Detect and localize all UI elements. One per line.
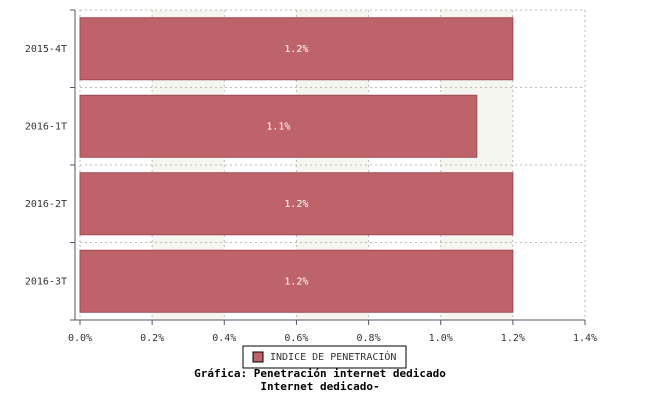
bar xyxy=(79,249,514,313)
legend-swatch xyxy=(252,351,264,363)
value-label: 1.2% xyxy=(284,199,308,210)
value-label: 1.2% xyxy=(284,44,308,55)
bar xyxy=(79,172,514,236)
chart-subtitle: Internet dedicado- xyxy=(260,380,379,393)
x-tick-label: 0.0% xyxy=(68,333,92,344)
bar xyxy=(79,17,514,81)
value-label: 1.2% xyxy=(284,276,308,287)
bar xyxy=(79,94,478,158)
y-tick-label: 2016-3T xyxy=(25,276,67,287)
chart-title: Gráfica: Penetración internet dedicado xyxy=(194,367,446,380)
y-tick-label: 2016-2T xyxy=(25,199,67,210)
x-tick-label: 1.0% xyxy=(429,333,453,344)
x-tick-label: 0.2% xyxy=(140,333,164,344)
x-tick-label: 1.2% xyxy=(501,333,525,344)
x-tick-label: 0.4% xyxy=(212,333,236,344)
value-label: 1.1% xyxy=(266,121,290,132)
x-tick-label: 1.4% xyxy=(573,333,597,344)
x-tick-label: 0.6% xyxy=(284,333,308,344)
y-tick-label: 2015-4T xyxy=(25,44,67,55)
legend-box xyxy=(242,345,407,369)
x-tick-label: 0.8% xyxy=(357,333,381,344)
y-tick-label: 2016-1T xyxy=(25,121,67,132)
legend-label: INDICE DE PENETRACIÓN xyxy=(270,350,396,363)
